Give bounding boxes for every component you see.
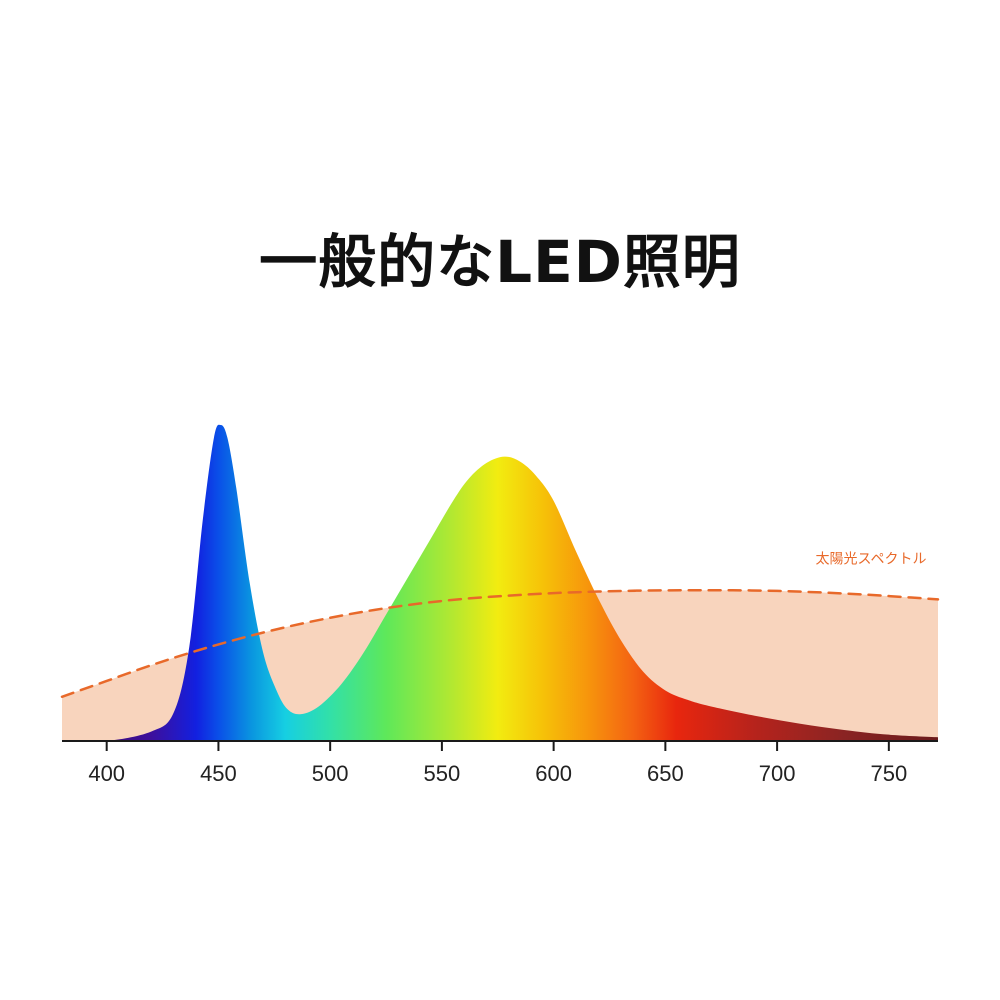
page-title: 一般的なLED照明 [259, 228, 741, 296]
x-tick-label-700: 700 [759, 761, 796, 786]
sunlight-spectrum-line [60, 588, 940, 699]
x-tick-label-550: 550 [424, 761, 461, 786]
x-tick-label-650: 650 [647, 761, 684, 786]
x-tick-label-500: 500 [312, 761, 349, 786]
x-tick-label-400: 400 [88, 761, 125, 786]
x-tick-label-600: 600 [535, 761, 572, 786]
x-tick-label-750: 750 [870, 761, 907, 786]
x-tick-label-450: 450 [200, 761, 237, 786]
sunlight-spectrum-label: 太陽光スペクトル [815, 551, 926, 567]
led-spectrum-area [62, 424, 938, 742]
